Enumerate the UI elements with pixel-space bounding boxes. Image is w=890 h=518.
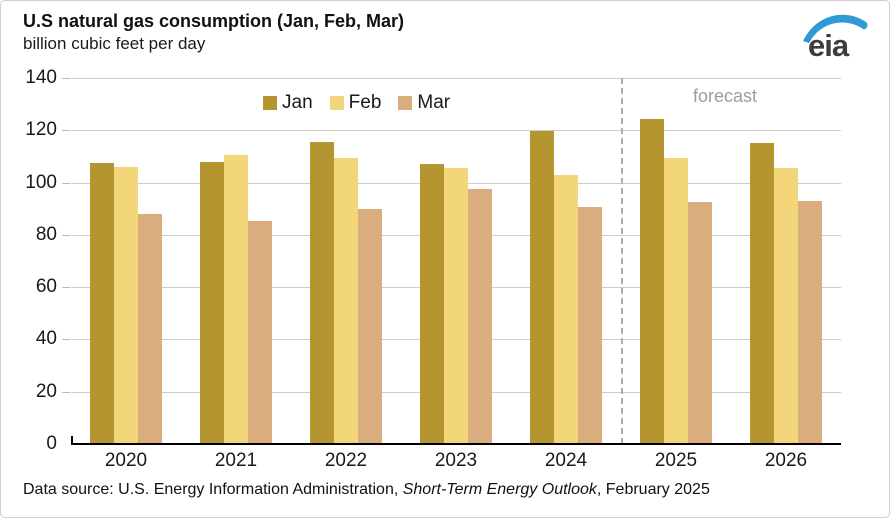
eia-logo-text: eia — [808, 28, 850, 62]
y-axis-tick-label-20: 20 — [35, 380, 57, 402]
bar-feb-2020 — [114, 167, 138, 444]
gridline-120 — [71, 130, 841, 132]
legend-swatch-mar — [398, 96, 413, 110]
bar-group-2025 — [621, 78, 731, 444]
bar-group-2026 — [731, 78, 841, 444]
y-axis-ticks — [62, 78, 71, 444]
bar-group-2022 — [291, 78, 401, 444]
bar-feb-2026 — [774, 167, 798, 444]
y-tick-60 — [62, 287, 70, 289]
legend-label-feb: Feb — [348, 92, 382, 113]
bar-mar-2022 — [358, 208, 382, 444]
y-tick-40 — [62, 339, 70, 341]
y-axis-tick-label-60: 60 — [35, 276, 57, 298]
legend-item-jan: Jan — [263, 92, 313, 114]
bar-jan-2024 — [530, 130, 554, 444]
eia-logo-icon: eia — [803, 14, 868, 62]
x-axis-label-2020: 2020 — [104, 450, 148, 471]
legend-label-jan: Jan — [282, 92, 313, 113]
y-axis-tick-label-40: 40 — [35, 328, 57, 350]
y-axis-labels: 0 20 40 60 80 100 120 140 — [9, 67, 57, 454]
legend-swatch-jan — [263, 96, 277, 110]
y-tick-140 — [62, 78, 70, 79]
y-axis-tick-label-100: 100 — [25, 171, 57, 193]
bar-jan-2026 — [750, 142, 774, 444]
data-source-prefix: Data source: U.S. Energy Information Adm… — [23, 481, 403, 498]
x-axis-label-2023: 2023 — [434, 450, 478, 471]
legend-item-feb: Feb — [329, 92, 382, 114]
data-source-note: Data source: U.S. Energy Information Adm… — [23, 481, 710, 499]
legend-label-mar: Mar — [417, 92, 451, 113]
bar-jan-2025 — [640, 119, 664, 444]
bar-group-2020 — [71, 78, 181, 444]
legend: Jan Feb Mar — [263, 92, 450, 114]
y-tick-120 — [62, 130, 70, 132]
x-axis-label-2022: 2022 — [324, 450, 368, 471]
y-tick-100 — [62, 182, 70, 184]
bar-group-2024 — [511, 78, 621, 444]
x-axis-line — [71, 443, 841, 445]
bar-mar-2025 — [688, 202, 712, 444]
bar-feb-2022 — [334, 158, 358, 444]
legend-swatch-feb — [329, 96, 344, 110]
y-axis-tick-label-120: 120 — [25, 119, 57, 141]
bar-mar-2026 — [798, 201, 822, 444]
bar-feb-2023 — [444, 167, 468, 444]
forecast-divider-line — [621, 78, 623, 444]
x-axis-label-2025: 2025 — [654, 450, 698, 471]
y-axis-tick-label-0: 0 — [46, 433, 57, 454]
chart-units-subtitle: billion cubic feet per day — [23, 34, 206, 53]
plot-area: 0 20 40 60 80 100 120 140 forecast Jan Feb Mar 20… — [25, 67, 841, 471]
bar-feb-2024 — [554, 175, 578, 444]
bar-mar-2023 — [468, 189, 492, 444]
bar-feb-2025 — [664, 158, 688, 444]
x-axis-label-2024: 2024 — [544, 450, 588, 471]
bar-group-2021 — [181, 78, 291, 444]
legend-item-mar: Mar — [398, 92, 450, 114]
bar-mar-2024 — [578, 207, 602, 444]
data-source-publication: Short-Term Energy Outlook — [402, 481, 597, 498]
y-tick-80 — [62, 234, 70, 236]
x-axis-origin-tick — [71, 436, 73, 444]
bar-jan-2022 — [310, 141, 334, 444]
bar-group-2023 — [401, 78, 511, 444]
y-tick-20 — [62, 391, 70, 393]
bar-jan-2021 — [200, 162, 224, 444]
bar-jan-2020 — [90, 162, 114, 444]
y-axis-tick-label-80: 80 — [35, 223, 57, 245]
x-axis-label-2021: 2021 — [214, 450, 258, 471]
y-axis-tick-label-140: 140 — [25, 67, 57, 88]
bar-groups — [71, 78, 841, 444]
bar-feb-2021 — [224, 154, 248, 444]
data-source-suffix: , February 2025 — [596, 481, 710, 498]
x-axis-label-2026: 2026 — [764, 450, 808, 471]
bar-mar-2020 — [138, 214, 162, 444]
forecast-label: forecast — [693, 86, 758, 106]
bar-mar-2021 — [248, 221, 272, 444]
gridline-140 — [71, 78, 841, 79]
bar-jan-2023 — [420, 163, 444, 444]
page-title: U.S natural gas consumption (Jan, Feb, M… — [23, 11, 405, 31]
